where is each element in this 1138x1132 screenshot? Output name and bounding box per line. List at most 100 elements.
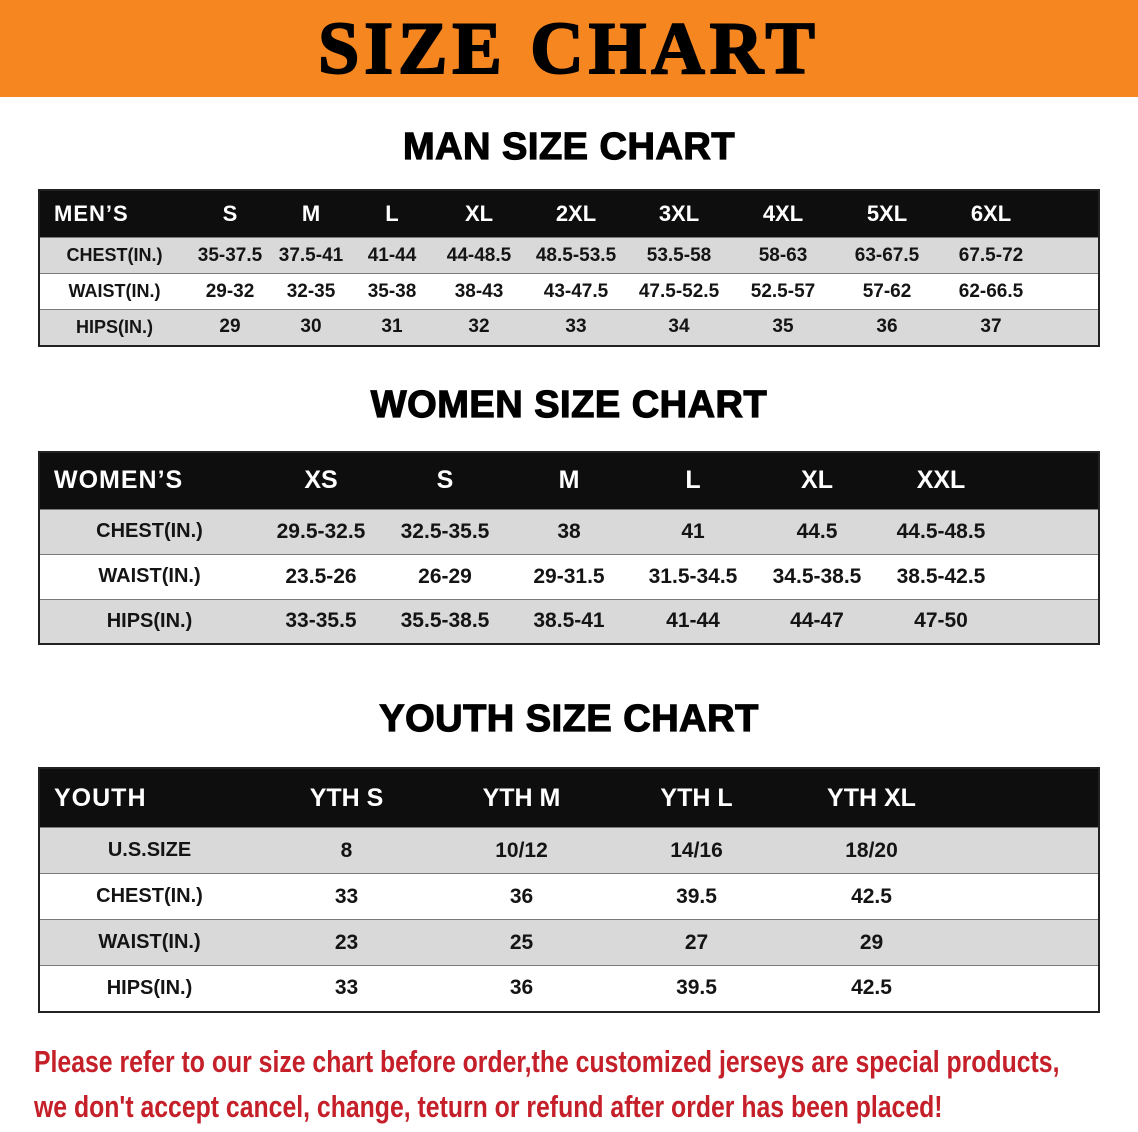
- col-header: L: [351, 190, 433, 238]
- size-cell: 29: [784, 919, 959, 966]
- row-label: CHEST(IN.): [39, 237, 189, 274]
- size-cell: 33-35.5: [259, 598, 383, 644]
- size-cell: 27: [609, 919, 784, 966]
- youth-waist-row: WAIST(IN.) 23 25 27 29: [39, 919, 1099, 966]
- size-cell: 44.5: [755, 508, 879, 554]
- size-cell: 10/12: [434, 827, 609, 874]
- size-cell: 30: [271, 309, 351, 346]
- size-cell: 35-38: [351, 273, 433, 310]
- size-cell: 23.5-26: [259, 553, 383, 599]
- col-header: L: [631, 451, 755, 509]
- size-cell: 47.5-52.5: [627, 273, 731, 310]
- size-cell: 42.5: [784, 873, 959, 920]
- size-cell: 44-47: [755, 598, 879, 644]
- col-header: M: [271, 190, 351, 238]
- size-cell: 34.5-38.5: [755, 553, 879, 599]
- size-cell: 52.5-57: [731, 273, 835, 310]
- filler-cell: [1003, 451, 1099, 509]
- size-cell: 47-50: [879, 598, 1003, 644]
- size-cell: 29-31.5: [507, 553, 631, 599]
- women-table-header-row: WOMEN’S XS S M L XL XXL: [39, 451, 1099, 509]
- col-header: XXL: [879, 451, 1003, 509]
- filler-cell: [1043, 309, 1099, 346]
- col-header: S: [189, 190, 271, 238]
- size-cell: 8: [259, 827, 434, 874]
- youth-table-header-row: YOUTH YTH S YTH M YTH L YTH XL: [39, 768, 1099, 828]
- filler-cell: [1003, 598, 1099, 644]
- col-header: 6XL: [939, 190, 1043, 238]
- size-cell: 33: [525, 309, 627, 346]
- filler-cell: [1003, 508, 1099, 554]
- size-cell: 37.5-41: [271, 237, 351, 274]
- youth-hips-row: HIPS(IN.) 33 36 39.5 42.5: [39, 965, 1099, 1012]
- youth-chest-row: CHEST(IN.) 33 36 39.5 42.5: [39, 873, 1099, 920]
- size-cell: 33: [259, 965, 434, 1012]
- size-cell: 36: [434, 965, 609, 1012]
- size-cell: 38-43: [433, 273, 525, 310]
- filler-cell: [1003, 553, 1099, 599]
- row-label: WAIST(IN.): [39, 273, 189, 310]
- size-cell: 62-66.5: [939, 273, 1043, 310]
- row-label: WAIST(IN.): [39, 919, 259, 966]
- women-table-corner-label: WOMEN’S: [39, 451, 259, 509]
- col-header: YTH M: [434, 768, 609, 828]
- size-cell: 35-37.5: [189, 237, 271, 274]
- size-cell: 37: [939, 309, 1043, 346]
- size-cell: 14/16: [609, 827, 784, 874]
- disclaimer-line-1: Please refer to our size chart before or…: [34, 1043, 1060, 1079]
- disclaimer-note: Please refer to our size chart before or…: [0, 1039, 1138, 1129]
- col-header: 2XL: [525, 190, 627, 238]
- col-header: 5XL: [835, 190, 939, 238]
- size-cell: 25: [434, 919, 609, 966]
- size-cell: 44-48.5: [433, 237, 525, 274]
- size-cell: 29.5-32.5: [259, 508, 383, 554]
- men-table-corner-label: MEN’S: [39, 190, 189, 238]
- col-header: YTH XL: [784, 768, 959, 828]
- col-header: YTH L: [609, 768, 784, 828]
- size-cell: 38: [507, 508, 631, 554]
- youth-size-table: YOUTH YTH S YTH M YTH L YTH XL U.S.SIZE …: [38, 767, 1100, 1013]
- youth-section-heading: YOUTH SIZE CHART: [379, 697, 759, 740]
- col-header: XL: [433, 190, 525, 238]
- size-cell: 32.5-35.5: [383, 508, 507, 554]
- row-label: CHEST(IN.): [39, 873, 259, 920]
- size-cell: 41-44: [631, 598, 755, 644]
- women-waist-row: WAIST(IN.) 23.5-26 26-29 29-31.5 31.5-34…: [39, 553, 1099, 599]
- size-cell: 29-32: [189, 273, 271, 310]
- col-header: S: [383, 451, 507, 509]
- women-chest-row: CHEST(IN.) 29.5-32.5 32.5-35.5 38 41 44.…: [39, 508, 1099, 554]
- size-cell: 29: [189, 309, 271, 346]
- col-header: M: [507, 451, 631, 509]
- col-header: 3XL: [627, 190, 731, 238]
- size-cell: 35: [731, 309, 835, 346]
- men-table-header-row: MEN’S S M L XL 2XL 3XL 4XL 5XL 6XL: [39, 190, 1099, 238]
- size-cell: 57-62: [835, 273, 939, 310]
- filler-cell: [959, 827, 1099, 874]
- size-cell: 31.5-34.5: [631, 553, 755, 599]
- size-cell: 32-35: [271, 273, 351, 310]
- size-cell: 23: [259, 919, 434, 966]
- size-cell: 36: [835, 309, 939, 346]
- size-cell: 63-67.5: [835, 237, 939, 274]
- size-cell: 43-47.5: [525, 273, 627, 310]
- filler-cell: [1043, 273, 1099, 310]
- size-cell: 53.5-58: [627, 237, 731, 274]
- filler-cell: [959, 919, 1099, 966]
- youth-ussize-row: U.S.SIZE 8 10/12 14/16 18/20: [39, 827, 1099, 874]
- filler-cell: [1043, 237, 1099, 274]
- size-cell: 36: [434, 873, 609, 920]
- row-label: HIPS(IN.): [39, 965, 259, 1012]
- col-header: YTH S: [259, 768, 434, 828]
- page-title: SIZE CHART: [317, 7, 820, 90]
- size-cell: 58-63: [731, 237, 835, 274]
- size-cell: 42.5: [784, 965, 959, 1012]
- size-cell: 32: [433, 309, 525, 346]
- filler-cell: [1043, 190, 1099, 238]
- row-label: HIPS(IN.): [39, 598, 259, 644]
- size-cell: 67.5-72: [939, 237, 1043, 274]
- col-header: XL: [755, 451, 879, 509]
- men-hips-row: HIPS(IN.) 29 30 31 32 33 34 35 36 37: [39, 309, 1099, 346]
- size-cell: 31: [351, 309, 433, 346]
- row-label: U.S.SIZE: [39, 827, 259, 874]
- title-banner: SIZE CHART: [0, 0, 1138, 97]
